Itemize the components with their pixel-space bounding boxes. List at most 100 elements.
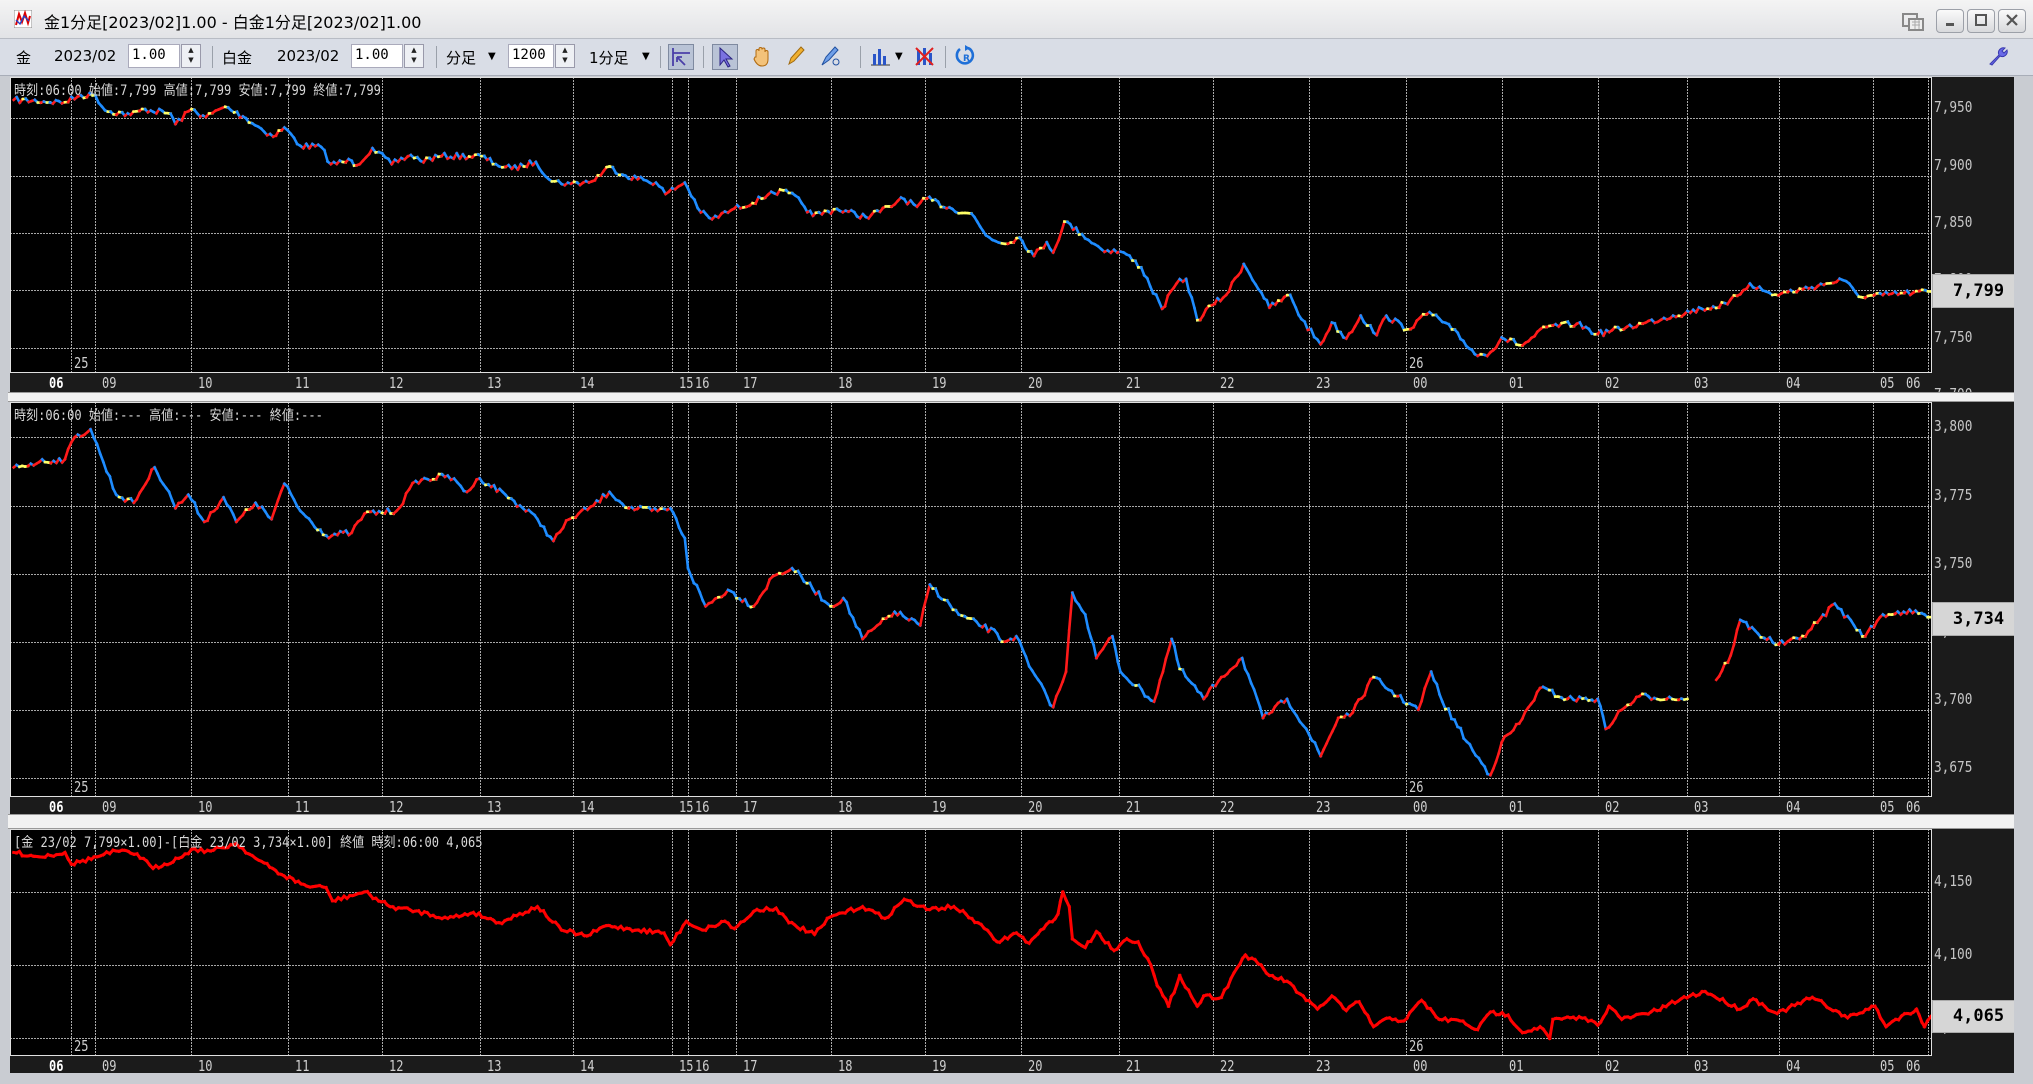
price-candle-segment: [1446, 706, 1454, 721]
spread-last-value: 4,065: [1932, 1000, 2025, 1033]
time-tick-label: 12: [389, 798, 404, 814]
platinum-last-price: 3,734: [1932, 602, 2025, 636]
price-candle-segment: [1017, 639, 1025, 652]
chart-type-button[interactable]: [868, 44, 894, 70]
price-candle-segment: [844, 600, 852, 615]
symbol2-multiplier-input[interactable]: 1.00: [351, 44, 403, 68]
time-tick-label: 19: [932, 798, 947, 814]
price-candle-segment: [95, 442, 102, 456]
price-candle-segment: [1067, 591, 1074, 632]
price-tick-label: 7,900: [1934, 155, 1973, 174]
time-tick-label: 10: [198, 798, 213, 814]
price-candle-segment: [1459, 726, 1466, 740]
time-tick-label: 23: [1316, 374, 1331, 392]
spread-chart[interactable]: [金 23/02 7,799×1.00]-[白金 23/02 3,734×1.0…: [10, 829, 1932, 1056]
price-candle-segment: [1258, 705, 1265, 720]
time-tick-label: 01: [1508, 798, 1524, 814]
symbol1-multiplier-input[interactable]: 1.00: [128, 44, 180, 68]
hand-tool-button[interactable]: [750, 44, 776, 70]
time-tick-label: 16: [695, 798, 710, 814]
maximize-button[interactable]: [1967, 9, 1995, 33]
pointer-button[interactable]: [712, 44, 738, 70]
symbol2-multiplier-spinner[interactable]: ▲ ▼: [404, 44, 424, 68]
bar-count-input[interactable]: 1200: [508, 44, 554, 68]
gold-price-chart[interactable]: 時刻:06:00 始値:7,799 高値:7,799 安値:7,799 終値:7…: [10, 77, 1932, 373]
price-candle-segment: [1227, 280, 1234, 293]
time-tick-label: 17: [743, 374, 758, 392]
price-candle-segment: [193, 501, 200, 515]
time-tick-label: 22: [1220, 1057, 1235, 1073]
title-bar: 金1分足[2023/02]1.00 - 白金1分足[2023/02]1.00: [0, 0, 2033, 39]
price-candle-segment: [1252, 687, 1259, 701]
time-tick-label: 11: [294, 1057, 310, 1073]
price-candle-segment: [851, 616, 858, 629]
restore-layout-button[interactable]: [1900, 11, 1926, 33]
price-tick-label: 3,700: [1934, 689, 1973, 708]
panel-splitter[interactable]: [8, 814, 2014, 829]
price-candle-segment: [1190, 296, 1197, 310]
time-tick-label: 22: [1220, 798, 1235, 814]
price-candle-segment: [1057, 229, 1064, 242]
price-tick-label: 7,850: [1934, 213, 1973, 232]
price-candle-segment: [1184, 277, 1191, 294]
refresh-button[interactable]: R: [954, 44, 980, 70]
close-icon: [2006, 14, 2018, 26]
price-candle-segment: [1285, 697, 1292, 709]
clear-drawings-button[interactable]: [912, 44, 938, 70]
price-candle-segment: [1089, 635, 1096, 647]
price-candle-segment: [1375, 324, 1382, 337]
minimize-button[interactable]: [1936, 9, 1964, 33]
price-candle-segment: [1423, 678, 1430, 690]
symbol1-month[interactable]: 2023/02: [54, 47, 117, 65]
price-candle-segment: [1351, 702, 1358, 715]
time-tick-label: 03: [1694, 374, 1709, 392]
price-candle-segment: [322, 148, 330, 164]
symbol1-multiplier-spinner[interactable]: ▲ ▼: [181, 44, 201, 68]
price-candle-segment: [1152, 691, 1159, 704]
period-unit-dropdown[interactable]: 分足: [446, 49, 477, 67]
price-candle-segment: [1057, 679, 1065, 692]
price-candle-segment: [1158, 670, 1165, 682]
pencil-icon: [788, 46, 805, 66]
price-candle-segment: [1416, 699, 1424, 712]
platinum-price-chart[interactable]: 時刻:06:00 始値:--- 高値:--- 安値:--- 終値:--- 25 2…: [10, 402, 1932, 797]
settings-button[interactable]: [1986, 44, 2012, 70]
price-tick-label: 3,775: [1934, 485, 1973, 504]
pencil-button[interactable]: [784, 44, 810, 70]
time-tick-label: 15: [678, 374, 694, 392]
price-candle-segment: [1732, 628, 1739, 647]
price-candle-segment: [1145, 276, 1152, 288]
chart-canvas: [11, 78, 1931, 372]
price-candle-segment: [98, 452, 106, 464]
chevron-down-icon[interactable]: ▼: [488, 51, 496, 62]
time-tick-label: 12: [389, 1057, 404, 1073]
time-tick-label: 19: [932, 1057, 947, 1073]
pointer-icon: [719, 46, 734, 68]
price-candle-segment: [1064, 628, 1071, 674]
price-candle-segment: [598, 492, 605, 504]
price-tick-label: 4,150: [1934, 871, 1973, 890]
timeframe-dropdown[interactable]: 1分足: [589, 49, 629, 67]
platinum-time-axis: 06 09 10 11 12 13 14 15 16 17 18 19 20 21 22 23 00 01 02 03…: [10, 797, 1932, 814]
time-tick-label: 21: [1125, 374, 1141, 392]
symbol2-month[interactable]: 2023/02: [277, 47, 340, 65]
chevron-down-icon[interactable]: ▼: [895, 51, 903, 62]
panel-splitter[interactable]: [8, 392, 2014, 402]
time-tick-label: 06: [48, 798, 64, 814]
chevron-down-icon[interactable]: ▼: [642, 51, 650, 62]
toolbar-divider: [660, 46, 661, 68]
time-tick-label: 09: [102, 798, 117, 814]
crosshair-button[interactable]: [668, 44, 694, 70]
line-pen-button[interactable]: [818, 44, 844, 70]
price-tick-label: 3,675: [1934, 757, 1973, 776]
price-candle-segment: [1155, 678, 1162, 695]
price-candle-segment: [167, 490, 174, 503]
symbol2-label: 白金: [222, 49, 253, 67]
bar-count-spinner[interactable]: ▲ ▼: [555, 44, 575, 68]
time-tick-label: 06: [1905, 374, 1921, 392]
close-button[interactable]: [1998, 9, 2026, 33]
bar-chart-icon: [871, 49, 890, 66]
price-candle-segment: [285, 484, 293, 496]
